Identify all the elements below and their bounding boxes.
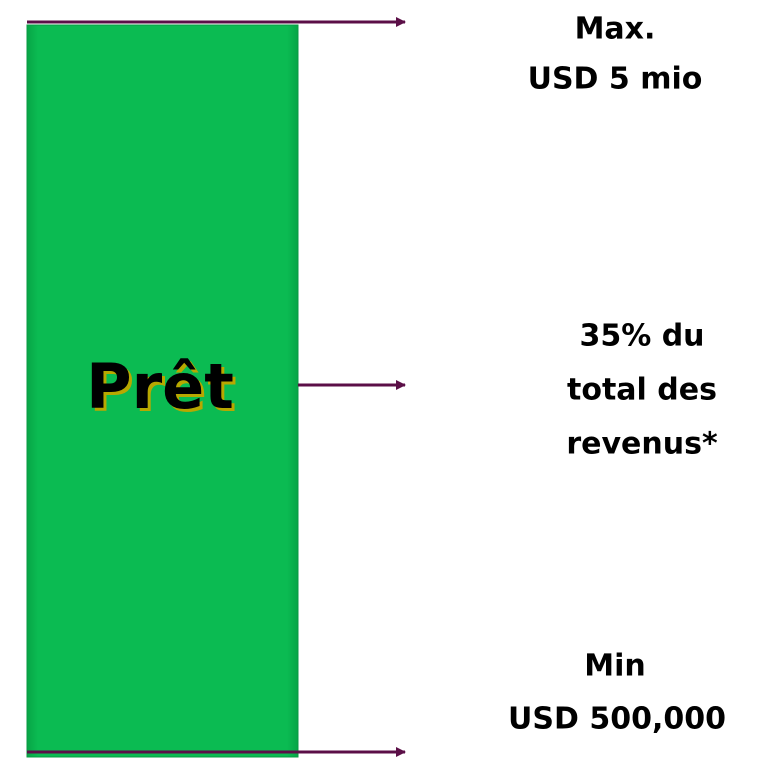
note-line: 35% du — [579, 319, 704, 354]
note-line: USD 500,000 — [508, 702, 726, 737]
note-line: total des — [567, 373, 717, 408]
note-line: Max. — [575, 12, 656, 47]
box-label: Prêt — [86, 350, 234, 423]
box-label-shadow: Prêt — [89, 353, 237, 426]
arrows — [27, 17, 406, 757]
note-line: Min — [584, 649, 646, 684]
note-line: revenus* — [566, 427, 718, 462]
loan-box — [26, 24, 299, 758]
note-line: USD 5 mio — [528, 62, 703, 97]
